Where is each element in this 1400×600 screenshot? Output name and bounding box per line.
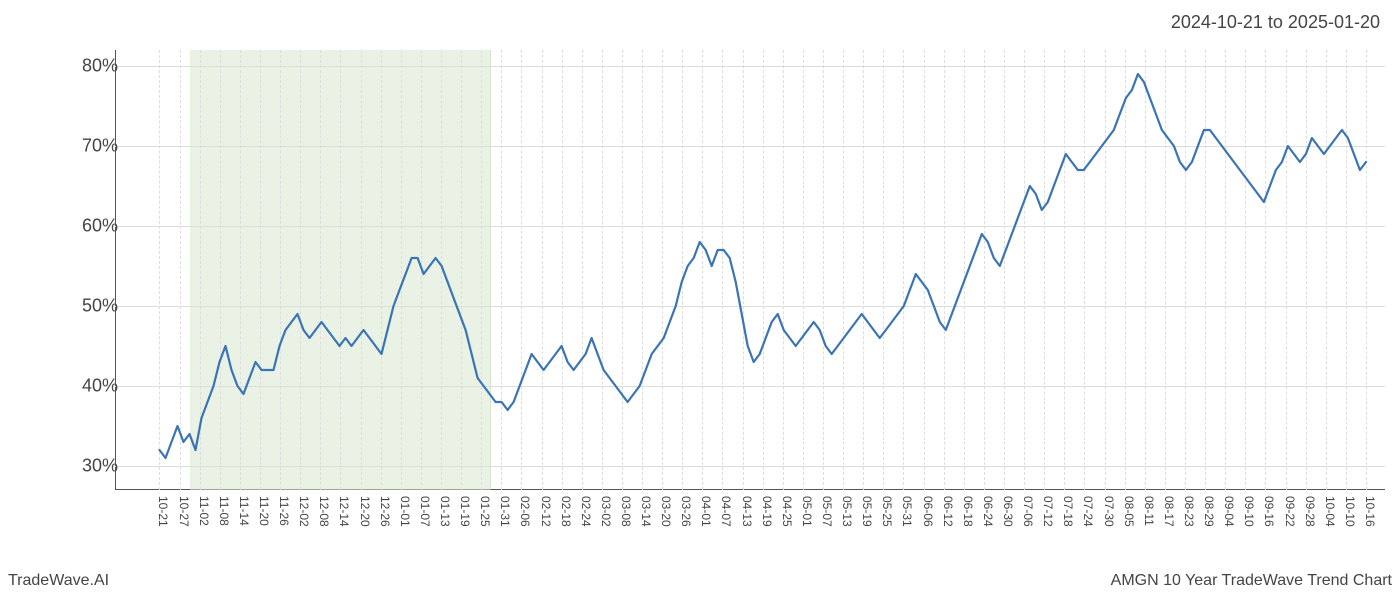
x-tick-label: 05-25 <box>880 496 894 527</box>
x-tick-label: 08-11 <box>1142 496 1156 526</box>
x-tick-label: 06-12 <box>941 496 955 527</box>
x-tick-label: 06-24 <box>981 496 995 527</box>
y-tick-label: 60% <box>82 216 118 237</box>
x-tick-label: 10-16 <box>1363 496 1377 527</box>
x-tick-label: 01-01 <box>398 496 412 527</box>
x-tick-label: 04-01 <box>699 496 713 527</box>
x-tick-label: 08-23 <box>1182 496 1196 527</box>
x-tick-label: 04-13 <box>740 496 754 527</box>
x-tick-label: 01-13 <box>438 496 452 527</box>
x-tick-label: 03-26 <box>679 496 693 527</box>
date-range-label: 2024-10-21 to 2025-01-20 <box>1171 12 1380 33</box>
x-tick-label: 07-18 <box>1061 496 1075 527</box>
x-tick-label: 11-02 <box>197 496 211 526</box>
x-tick-label: 04-25 <box>780 496 794 527</box>
x-tick-label: 05-19 <box>860 496 874 527</box>
x-tick-label: 05-13 <box>840 496 854 527</box>
x-tick-label: 07-24 <box>1081 496 1095 527</box>
x-tick-label: 05-07 <box>820 496 834 527</box>
x-tick-label: 04-07 <box>719 496 733 527</box>
x-tick-label: 08-17 <box>1162 496 1176 527</box>
x-tick-label: 03-20 <box>659 496 673 527</box>
line-plot <box>115 50 1385 490</box>
x-tick-label: 02-24 <box>579 496 593 527</box>
x-tick-label: 07-30 <box>1102 496 1116 527</box>
footer-chart-title: AMGN 10 Year TradeWave Trend Chart <box>1111 572 1392 590</box>
x-tick-label: 03-02 <box>599 496 613 527</box>
x-tick-label: 09-22 <box>1283 496 1297 527</box>
x-tick-label: 08-29 <box>1202 496 1216 527</box>
x-tick-label: 06-18 <box>961 496 975 527</box>
x-tick-label: 01-19 <box>458 496 472 527</box>
x-tick-label: 05-01 <box>800 496 814 527</box>
x-tick-label: 11-26 <box>277 496 291 526</box>
x-tick-label: 11-08 <box>217 496 231 526</box>
x-tick-label: 10-27 <box>177 496 191 527</box>
x-tick-label: 01-07 <box>418 496 432 527</box>
x-tick-label: 09-04 <box>1222 496 1236 527</box>
y-tick-label: 70% <box>82 136 118 157</box>
x-tick-label: 07-12 <box>1041 496 1055 527</box>
x-tick-label: 04-19 <box>760 496 774 527</box>
x-tick-label: 07-06 <box>1021 496 1035 527</box>
y-tick-label: 30% <box>82 456 118 477</box>
x-tick-label: 12-20 <box>358 496 372 527</box>
x-tick-label: 10-21 <box>156 496 170 527</box>
x-tick-label: 02-06 <box>518 496 532 527</box>
x-tick-label: 03-08 <box>619 496 633 527</box>
x-tick-label: 02-18 <box>559 496 573 527</box>
x-tick-label: 02-12 <box>539 496 553 527</box>
x-tick-label: 12-02 <box>297 496 311 527</box>
x-tick-label: 12-26 <box>378 496 392 527</box>
x-tick-label: 10-04 <box>1323 496 1337 527</box>
y-tick-label: 50% <box>82 296 118 317</box>
x-tick-label: 01-25 <box>478 496 492 527</box>
x-tick-label: 06-30 <box>1001 496 1015 527</box>
x-tick-label: 05-31 <box>900 496 914 527</box>
x-tick-label: 09-10 <box>1242 496 1256 527</box>
x-tick-label: 09-16 <box>1262 496 1276 527</box>
x-tick-label: 10-10 <box>1343 496 1357 527</box>
x-tick-label: 06-06 <box>921 496 935 527</box>
x-tick-label: 09-28 <box>1303 496 1317 527</box>
y-tick-label: 80% <box>82 56 118 77</box>
x-tick-label: 11-14 <box>237 496 251 526</box>
x-tick-label: 11-20 <box>257 496 271 526</box>
x-tick-label: 08-05 <box>1122 496 1136 527</box>
footer-brand: TradeWave.AI <box>8 572 109 590</box>
y-tick-label: 40% <box>82 376 118 397</box>
chart-plot-area <box>115 50 1385 490</box>
x-tick-label: 03-14 <box>639 496 653 527</box>
x-tick-label: 12-08 <box>317 496 331 527</box>
x-tick-label: 01-31 <box>498 496 512 527</box>
x-tick-label: 12-14 <box>337 496 351 527</box>
